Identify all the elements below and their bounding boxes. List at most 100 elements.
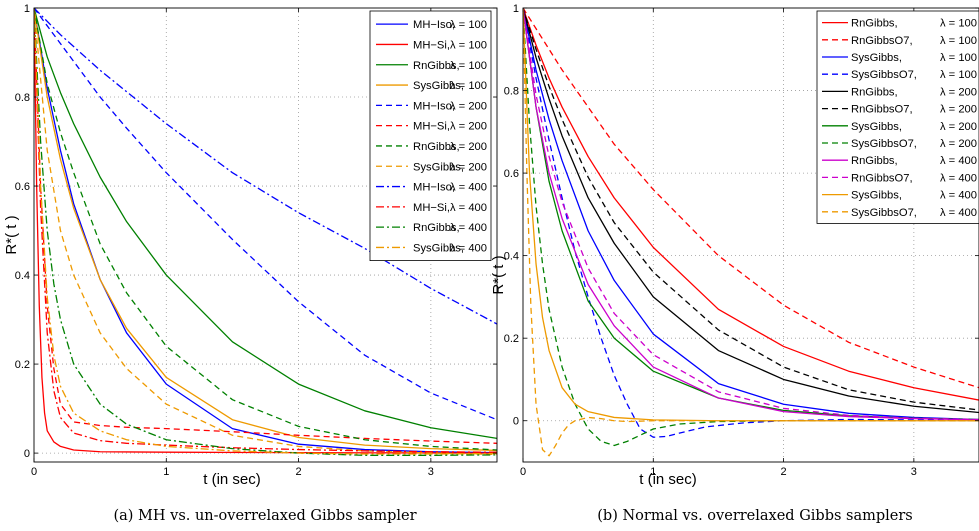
legend-label-4: RnGibbs, — [851, 86, 898, 98]
series-line-10 — [34, 8, 497, 456]
y-tick-label: 0.2 — [15, 359, 30, 371]
x-tick-label: 3 — [911, 466, 917, 478]
legend-label-4: MH−Iso, — [413, 100, 455, 112]
axes-frame — [33, 7, 498, 463]
legend-lambda-7: λ = 200 — [450, 161, 487, 173]
figure-caption: (a) MH vs. un-overrelaxed Gibbs sampler — [113, 508, 416, 524]
y-tick-label: 0.4 — [504, 251, 519, 263]
legend-lambda-8: λ = 400 — [450, 182, 487, 194]
series-line-6 — [34, 8, 497, 451]
series-line-2 — [34, 8, 497, 440]
legend-label-3: SysGibbsO7, — [851, 69, 917, 81]
legend-box — [369, 10, 492, 262]
legend-label-6: RnGibbs, — [413, 141, 460, 153]
legend-lambda-8: λ = 400 — [940, 155, 977, 167]
legend-lambda-4: λ = 200 — [450, 100, 487, 112]
legend-label-11: SysGibbsO7, — [851, 207, 917, 219]
series-line-11 — [523, 8, 979, 457]
legend-lambda-9: λ = 400 — [940, 172, 977, 184]
legend-lambda-9: λ = 400 — [450, 202, 487, 214]
series-line-7 — [34, 8, 497, 456]
legend-label-8: MH−Iso, — [413, 182, 455, 194]
series-line-2 — [523, 8, 979, 421]
legend-lambda-4: λ = 200 — [940, 86, 977, 98]
figure-caption: (b) Normal vs. overrelaxed Gibbs sampler… — [597, 508, 912, 524]
legend-label-3: SysGibbs, — [413, 80, 464, 92]
y-axis-label: R*( t ) — [490, 255, 507, 294]
legend-lambda-1: λ = 100 — [940, 35, 977, 47]
series-line-0 — [34, 8, 497, 454]
x-axis-label: t (in sec) — [203, 471, 261, 488]
legend-lambda-3: λ = 100 — [450, 80, 487, 92]
y-axis-label: R*( t ) — [3, 215, 20, 254]
legend-label-11: SysGibbs, — [413, 242, 464, 254]
legend-label-2: RnGibbs, — [413, 60, 460, 72]
legend-label-6: SysGibbs, — [851, 121, 902, 133]
x-axis-label: t (in sec) — [639, 471, 697, 488]
series-line-1 — [523, 8, 979, 389]
x-tick-label: 2 — [781, 466, 787, 478]
y-tick-label: 0.8 — [504, 86, 519, 98]
series-line-6 — [523, 8, 979, 421]
x-tick-label: 1 — [163, 466, 169, 478]
legend-lambda-5: λ = 200 — [940, 104, 977, 116]
series-line-0 — [523, 8, 979, 401]
legend-lambda-10: λ = 400 — [450, 222, 487, 234]
x-tick-label: 1 — [650, 466, 656, 478]
series-line-4 — [34, 8, 497, 421]
series-line-3 — [34, 8, 497, 452]
legend-label-5: RnGibbsO7, — [851, 104, 913, 116]
legend-box — [816, 10, 979, 224]
y-tick-label: 0 — [24, 448, 30, 460]
series-line-8 — [34, 8, 497, 325]
legend-label-1: RnGibbsO7, — [851, 35, 913, 47]
legend-lambda-11: λ = 400 — [450, 242, 487, 254]
legend-label-1: MH−Si, — [413, 39, 450, 51]
legend-label-7: SysGibbs, — [413, 161, 464, 173]
series-line-4 — [523, 8, 979, 414]
series-group — [523, 8, 979, 457]
legend-lambda-11: λ = 400 — [940, 207, 977, 219]
series-group — [34, 8, 497, 456]
legend-label-2: SysGibbs, — [851, 52, 902, 64]
y-tick-label: 0.6 — [15, 181, 30, 193]
legend-label-8: RnGibbs, — [851, 155, 898, 167]
axes-frame — [522, 7, 979, 463]
legend-lambda-2: λ = 100 — [940, 52, 977, 64]
legend-label-10: SysGibbs, — [851, 190, 902, 202]
legend-label-10: RnGibbs, — [413, 222, 460, 234]
legend-lambda-0: λ = 100 — [940, 18, 977, 30]
y-tick-label: 0 — [513, 416, 519, 428]
chart-b: 0 0.2 0.4 0.6 0.8 1 0 1 2 3 t (in sec) R*( t ) RnGib… — [490, 3, 979, 524]
legend-label-9: MH−Si, — [413, 202, 450, 214]
series-line-11 — [34, 8, 497, 455]
chart-a: 0 0.2 0.4 0.6 0.8 1 0 1 2 3 t (in sec) R*( t ) MH−Is… — [3, 3, 498, 524]
series-line-1 — [34, 8, 497, 454]
legend-lambda-0: λ = 100 — [450, 19, 487, 31]
y-tick-label: 0.6 — [504, 168, 519, 180]
y-tick-label: 1 — [513, 3, 519, 15]
series-line-8 — [523, 8, 979, 421]
series-line-9 — [523, 8, 979, 421]
x-tick-label: 2 — [296, 466, 302, 478]
legend-label-0: MH−Iso, — [413, 19, 455, 31]
x-tick-label: 0 — [31, 466, 37, 478]
x-tick-label: 3 — [428, 466, 434, 478]
legend: RnGibbs, λ = 100 RnGibbsO7, λ = 100 SysGibbs… — [816, 10, 979, 224]
legend-lambda-3: λ = 100 — [940, 69, 977, 81]
legend-lambda-5: λ = 200 — [450, 121, 487, 133]
y-tick-label: 0.4 — [15, 270, 30, 282]
legend-lambda-7: λ = 200 — [940, 138, 977, 150]
series-line-10 — [523, 8, 979, 422]
legend-lambda-6: λ = 200 — [940, 121, 977, 133]
y-tick-label: 0.2 — [504, 333, 519, 345]
legend-label-0: RnGibbs, — [851, 18, 898, 30]
legend-label-5: MH−Si, — [413, 121, 450, 133]
legend-lambda-1: λ = 100 — [450, 39, 487, 51]
y-tick-label: 0.8 — [15, 92, 30, 104]
x-tick-label: 0 — [520, 466, 526, 478]
legend-label-9: RnGibbsO7, — [851, 172, 913, 184]
y-tick-label: 1 — [24, 3, 30, 15]
